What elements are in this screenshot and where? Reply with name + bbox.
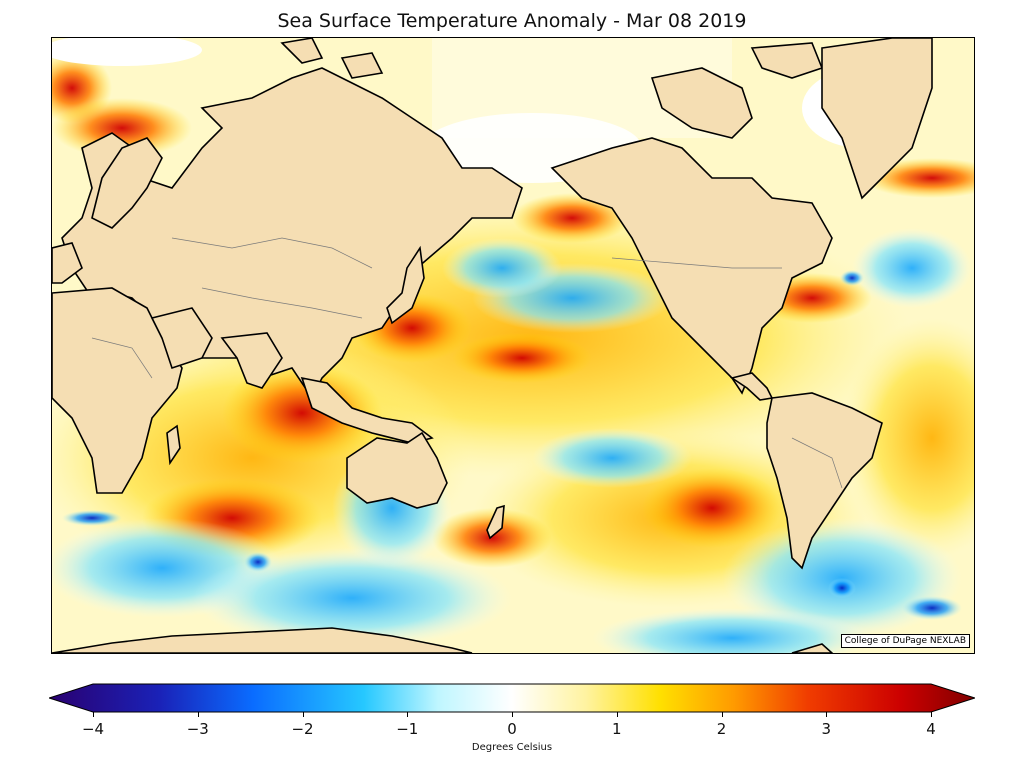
colorbar-tick-mark	[616, 712, 618, 717]
sst-anomaly-map: College of DuPage NEXLAB College of DuPa…	[51, 37, 975, 654]
colorbar-tick-label: 1	[611, 720, 622, 738]
colorbar-tick-mark	[302, 712, 304, 717]
credit-badge: College of DuPage NEXLAB	[840, 634, 970, 648]
colorbar-tick-mark	[407, 712, 409, 717]
colorbar-tick-label: −1	[396, 720, 419, 738]
colorbar-tick-label: 2	[716, 720, 727, 738]
land-masses	[52, 38, 933, 653]
south-america-landmass	[766, 392, 883, 570]
colorbar-label: Degrees Celsius	[471, 742, 553, 753]
colorbar-tick-label: −3	[186, 720, 209, 738]
indonesia-landmass	[300, 376, 434, 444]
colorbar-tick-mark	[512, 712, 513, 717]
colorbar-tick-mark	[826, 712, 828, 717]
map-canvas: College of DuPage NEXLAB	[52, 38, 974, 653]
colorbar-tick-label: −2	[291, 720, 314, 738]
antarctica-landmass	[52, 627, 473, 653]
colorbar	[47, 683, 977, 713]
north-america-landmass	[550, 137, 833, 395]
australia-landmass	[346, 431, 448, 509]
map-title: Sea Surface Temperature Anomaly - Mar 08…	[277, 10, 747, 32]
colorbar-gradient	[47, 683, 977, 713]
madagascar-landmass	[166, 424, 181, 466]
scandinavia-landmass	[91, 137, 163, 229]
colorbar-tick-label: 4	[926, 720, 936, 738]
india-landmass	[220, 332, 283, 389]
greenland-landmass	[821, 38, 933, 200]
country-borders	[91, 237, 843, 489]
colorbar-tick-label: −4	[81, 720, 105, 738]
africa-landmass	[52, 287, 183, 494]
arabia-landmass	[150, 307, 213, 370]
colorbar-tick-label: 3	[821, 720, 832, 738]
colorbar-tick-mark	[93, 712, 94, 717]
colorbar-svg	[47, 683, 977, 713]
arctic-islands-landmass	[650, 67, 753, 139]
japan-landmass	[386, 245, 425, 325]
new-zealand-landmass	[486, 504, 505, 540]
colorbar-tick-label: 0	[507, 720, 517, 738]
colorbar-tick-mark	[721, 712, 723, 717]
colorbar-tick-mark	[197, 712, 199, 717]
colorbar-tick-mark	[931, 712, 932, 717]
